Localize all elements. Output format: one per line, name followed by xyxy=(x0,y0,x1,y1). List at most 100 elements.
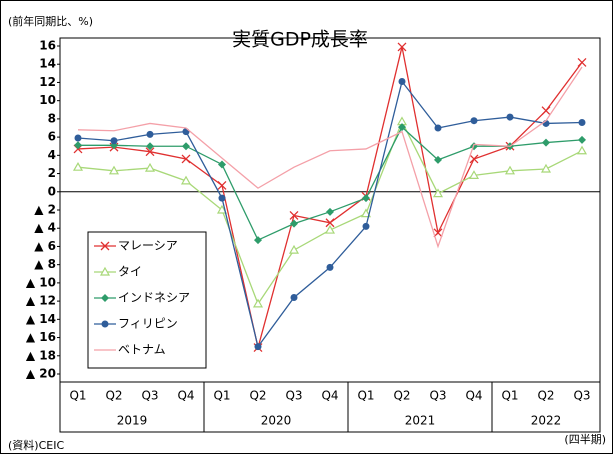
data-point xyxy=(288,244,300,254)
data-point xyxy=(182,128,190,136)
data-point xyxy=(433,228,443,238)
legend-marker xyxy=(101,320,109,328)
data-point xyxy=(397,42,407,52)
x-tick-label: Q4 xyxy=(177,389,194,403)
data-point xyxy=(289,211,299,220)
data-point xyxy=(252,298,264,308)
data-point xyxy=(218,160,226,169)
data-point xyxy=(577,57,587,67)
data-point xyxy=(542,138,550,147)
data-point xyxy=(578,119,586,127)
data-point xyxy=(470,117,478,125)
x-tick-label: Q2 xyxy=(249,389,266,403)
data-point xyxy=(110,137,118,145)
x-tick-label: Q4 xyxy=(465,389,482,403)
y-tick-label: ▲ 16 xyxy=(26,330,56,344)
data-point xyxy=(180,175,192,185)
x-tick-label: Q1 xyxy=(69,389,86,403)
data-point xyxy=(218,194,226,202)
x-tick-label: Q2 xyxy=(537,389,554,403)
y-tick-label: ▲ 12 xyxy=(26,294,56,308)
y-tick-label: 8 xyxy=(48,111,56,125)
data-point xyxy=(398,78,406,86)
data-point xyxy=(181,154,191,164)
x-tick-label: Q1 xyxy=(213,389,230,403)
data-point xyxy=(254,236,262,245)
legend-box xyxy=(87,231,207,369)
y-tick-label: 4 xyxy=(48,148,56,162)
data-point xyxy=(326,263,334,271)
data-point xyxy=(432,188,444,198)
data-point xyxy=(290,293,298,301)
legend-label: フィリピン xyxy=(118,317,178,331)
y-tick-label: ▲ 4 xyxy=(34,221,56,235)
year-label: 2019 xyxy=(117,414,148,428)
data-point xyxy=(145,147,155,157)
data-point xyxy=(504,165,516,175)
y-tick-label: 16 xyxy=(39,39,56,53)
x-tick-label: Q2 xyxy=(393,389,410,403)
x-axis-label: (四半期) xyxy=(564,432,606,446)
data-point xyxy=(434,155,442,164)
data-point xyxy=(576,145,588,155)
data-point xyxy=(290,219,298,228)
data-point xyxy=(74,134,82,142)
x-tick-label: Q3 xyxy=(285,389,302,403)
y-tick-label: ▲ 14 xyxy=(26,312,56,326)
data-point xyxy=(324,224,336,234)
legend-label: ベトナム xyxy=(118,343,166,357)
x-tick-label: Q3 xyxy=(141,389,158,403)
y-tick-label: ▲ 10 xyxy=(26,275,56,289)
year-label: 2022 xyxy=(531,414,562,428)
data-point xyxy=(506,113,514,121)
data-point xyxy=(468,170,480,179)
legend-label: タイ xyxy=(118,265,142,279)
legend-label: インドネシア xyxy=(118,291,190,305)
data-point xyxy=(434,124,442,132)
data-point xyxy=(74,141,82,150)
x-tick-label: Q3 xyxy=(573,389,590,403)
x-tick-label: Q1 xyxy=(357,389,374,403)
legend-marker xyxy=(100,241,110,251)
data-point xyxy=(578,135,586,144)
y-tick-label: ▲ 18 xyxy=(26,348,56,362)
data-point xyxy=(182,142,190,151)
x-tick-label: Q4 xyxy=(321,389,338,403)
legend-marker xyxy=(99,266,111,276)
y-tick-label: ▲ 2 xyxy=(34,203,56,217)
y-tick-label: ▲ 20 xyxy=(26,367,56,381)
y-tick-label: 0 xyxy=(48,184,56,198)
plot-frame xyxy=(59,37,601,433)
y-tick-label: ▲ 6 xyxy=(34,239,56,253)
source: (資料)CEIC xyxy=(8,438,64,452)
legend-label: マレーシア xyxy=(118,239,178,253)
data-point xyxy=(541,106,551,116)
chart-title: 実質GDP成長率 xyxy=(232,29,368,51)
data-point xyxy=(144,162,156,172)
series-line xyxy=(77,66,583,249)
year-label: 2021 xyxy=(405,414,436,428)
data-point xyxy=(398,123,406,132)
data-point xyxy=(469,154,479,164)
x-tick-label: Q2 xyxy=(105,389,122,403)
data-point xyxy=(216,204,228,214)
data-point xyxy=(217,180,227,190)
y-tick-label: ▲ 8 xyxy=(34,257,56,271)
x-tick-label: Q3 xyxy=(429,389,446,403)
data-point xyxy=(540,163,552,173)
data-point xyxy=(326,207,334,216)
data-point xyxy=(146,142,154,151)
data-point xyxy=(360,208,372,218)
y-tick-label: 10 xyxy=(39,93,56,107)
data-point xyxy=(254,343,262,351)
y-tick-label: 14 xyxy=(39,57,56,71)
x-tick-label: Q1 xyxy=(501,389,518,403)
data-point xyxy=(108,165,120,175)
y-tick-label: 2 xyxy=(48,166,56,180)
data-point xyxy=(362,194,370,203)
y-tick-label: 6 xyxy=(48,130,56,144)
year-label: 2020 xyxy=(261,414,292,428)
y-axis-label: (前年同期比、%) xyxy=(8,14,93,28)
